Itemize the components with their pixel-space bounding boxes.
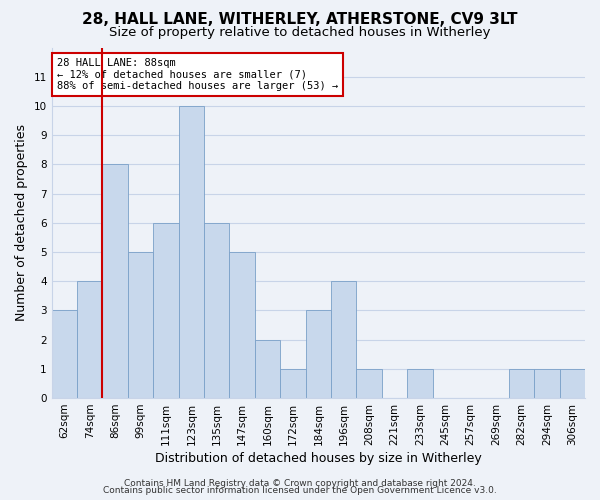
Bar: [280, 369, 305, 398]
Text: Contains public sector information licensed under the Open Government Licence v3: Contains public sector information licen…: [103, 486, 497, 495]
Bar: [128, 252, 153, 398]
Bar: [331, 281, 356, 398]
Bar: [229, 252, 255, 398]
Bar: [509, 369, 534, 398]
Bar: [77, 281, 103, 398]
Bar: [179, 106, 204, 398]
Y-axis label: Number of detached properties: Number of detached properties: [15, 124, 28, 322]
Text: Contains HM Land Registry data © Crown copyright and database right 2024.: Contains HM Land Registry data © Crown c…: [124, 478, 476, 488]
Text: 28 HALL LANE: 88sqm
← 12% of detached houses are smaller (7)
88% of semi-detache: 28 HALL LANE: 88sqm ← 12% of detached ho…: [57, 58, 338, 91]
Bar: [52, 310, 77, 398]
Bar: [356, 369, 382, 398]
Bar: [407, 369, 433, 398]
Bar: [103, 164, 128, 398]
Text: Size of property relative to detached houses in Witherley: Size of property relative to detached ho…: [109, 26, 491, 39]
X-axis label: Distribution of detached houses by size in Witherley: Distribution of detached houses by size …: [155, 452, 482, 465]
Text: 28, HALL LANE, WITHERLEY, ATHERSTONE, CV9 3LT: 28, HALL LANE, WITHERLEY, ATHERSTONE, CV…: [82, 12, 518, 28]
Bar: [560, 369, 585, 398]
Bar: [153, 223, 179, 398]
Bar: [204, 223, 229, 398]
Bar: [255, 340, 280, 398]
Bar: [534, 369, 560, 398]
Bar: [305, 310, 331, 398]
